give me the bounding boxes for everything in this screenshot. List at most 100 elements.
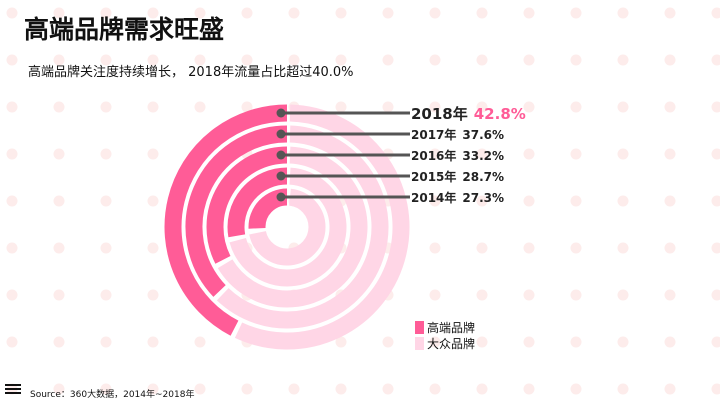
leader-dot [276,150,286,160]
bg-dot [194,101,206,113]
bg-dot [147,101,159,113]
bg-dot [53,383,65,395]
bg-dot [570,383,582,395]
leader-dot [276,171,286,181]
legend-swatch [415,336,424,350]
bg-dot [711,383,720,395]
bg-dot [147,336,159,348]
bg-dot [570,195,582,207]
bg-dot [429,148,441,160]
bg-dot [664,148,676,160]
bg-dot [335,54,347,66]
bg-dot [6,101,18,113]
bg-dot [664,7,676,19]
bg-dot [6,195,18,207]
bg-dot [53,148,65,160]
bar-premium-2014年 [248,188,288,229]
bg-dot [476,101,488,113]
bg-dot [53,101,65,113]
bg-dot [53,54,65,66]
bg-dot [335,383,347,395]
page-subtitle: 高端品牌关注度持续增长， 2018年流量占比超过40.0% [28,65,354,80]
bg-dot [6,7,18,19]
bg-dot [617,101,629,113]
bg-dot [53,195,65,207]
bg-dot [382,7,394,19]
data-label: 2017年 37.6% [411,126,504,143]
bg-dot [429,195,441,207]
value-label: 27.3% [462,191,505,205]
bg-dot [711,101,720,113]
bar-mass-2018年 [234,104,410,350]
bg-dot [570,101,582,113]
bg-dot [523,7,535,19]
category-label: 2018年 [411,105,468,123]
bg-dot [476,242,488,254]
bg-dot [711,289,720,301]
bg-dot [617,336,629,348]
bg-dot [476,54,488,66]
bg-dot [147,148,159,160]
bg-dot [711,148,720,160]
bg-dot [241,54,253,66]
bg-dot [664,195,676,207]
bg-dot [147,289,159,301]
bg-dot [711,242,720,254]
legend-item-mass: 大众品牌 [415,335,475,351]
bar-mass-2014年 [249,188,326,266]
value-label: 28.7% [462,170,505,184]
bg-dot [194,383,206,395]
bg-dot [711,54,720,66]
bar-premium-2015年 [227,167,288,238]
bg-dot [194,336,206,348]
legend-swatch [415,320,424,334]
bg-dot [476,195,488,207]
bg-dot [382,54,394,66]
bg-dot [100,101,112,113]
bar-premium-2017年 [185,125,288,297]
bg-dot [53,242,65,254]
source-note: Source：360大数据，2014年~2018年 [30,390,195,400]
bg-dot [100,7,112,19]
bg-dot [617,7,629,19]
bg-dot [664,336,676,348]
data-label: 2016年 33.2% [411,147,504,164]
bg-dot [335,101,347,113]
bg-dot [523,289,535,301]
data-label: 2018年 42.8% [411,103,526,124]
bg-dot [382,383,394,395]
legend: 高端品牌 大众品牌 [415,319,475,351]
category-label: 2014年 [411,191,457,205]
bg-dot [147,242,159,254]
bg-dot [523,242,535,254]
bg-dot [335,336,347,348]
bar-mass-2017年 [216,125,389,329]
bg-dot [100,242,112,254]
leader-dot [276,192,286,202]
bg-dot [617,195,629,207]
bg-dot [476,289,488,301]
bg-dot [570,54,582,66]
bg-dot [147,7,159,19]
menu-icon[interactable] [5,384,21,396]
bg-dot [523,383,535,395]
bg-dot [711,195,720,207]
bg-dot [617,54,629,66]
bg-dot [194,7,206,19]
bg-dot [617,289,629,301]
bg-dot [523,195,535,207]
bg-dot [241,383,253,395]
bg-dot [241,101,253,113]
bg-dot [476,148,488,160]
bg-dot [53,7,65,19]
bg-dot [335,7,347,19]
bar-mass-2015年 [229,167,347,287]
bg-dot [429,54,441,66]
bg-dot [429,7,441,19]
bg-dot [476,383,488,395]
bg-dot [429,101,441,113]
bg-dot [664,289,676,301]
bg-dot [147,383,159,395]
